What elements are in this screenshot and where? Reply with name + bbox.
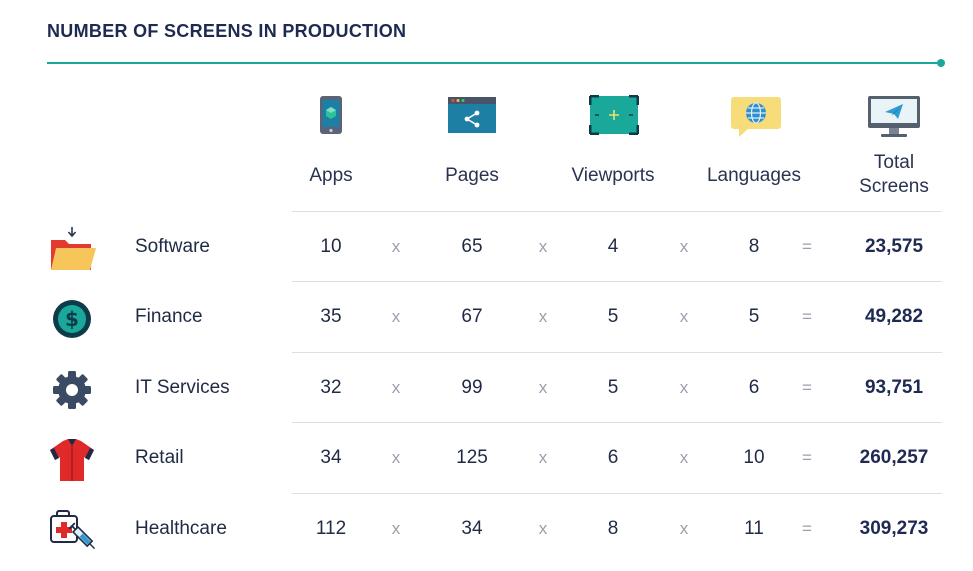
viewport-frame-icon: [589, 95, 639, 135]
times-operator: x: [538, 307, 548, 326]
table-row-healthcare: Healthcare 112 x 34 x 8 x 11 = 309,273: [0, 496, 973, 566]
cell-viewports: 6: [607, 447, 619, 468]
cell-total-screens: 260,257: [859, 447, 929, 468]
web-page-share-icon: [448, 97, 496, 133]
times-operator: x: [391, 378, 401, 397]
cell-viewports: 5: [607, 306, 619, 327]
cell-languages: 8: [748, 236, 760, 257]
cell-apps: 112: [315, 518, 347, 539]
table-row-retail: Retail 34 x 125 x 6 x 10 = 260,257: [0, 425, 973, 495]
times-operator: x: [538, 519, 548, 538]
times-operator: x: [679, 307, 689, 326]
times-operator: x: [679, 378, 689, 397]
shirt-icon: [50, 439, 94, 481]
equals-operator: =: [802, 237, 812, 256]
medical-kit-syringe-icon: [50, 510, 96, 550]
row-label: IT Services: [135, 377, 230, 398]
cell-pages: 125: [456, 447, 488, 468]
column-header-total-screens: Total Screens: [824, 151, 964, 199]
column-header-languages: Languages: [706, 165, 802, 186]
cell-apps: 35: [320, 306, 342, 327]
times-operator: x: [679, 237, 689, 256]
gear-icon: [53, 371, 91, 409]
page-title: NUMBER OF SCREENS IN PRODUCTION: [47, 21, 407, 41]
cell-pages: 34: [461, 518, 483, 539]
cell-languages: 5: [748, 306, 760, 327]
equals-operator: =: [802, 519, 812, 538]
cell-total-screens: 23,575: [864, 236, 924, 257]
row-label: Healthcare: [135, 518, 227, 539]
cell-languages: 6: [748, 377, 760, 398]
row-divider: [292, 352, 942, 353]
cell-viewports: 8: [607, 518, 619, 539]
cell-total-screens: 93,751: [864, 377, 924, 398]
times-operator: x: [538, 378, 548, 397]
column-header-total-line2: Screens: [859, 176, 929, 197]
table-row-it-services: IT Services 32 x 99 x 5 x 6 = 93,751: [0, 355, 973, 425]
cell-total-screens: 309,273: [859, 518, 929, 539]
table-row-finance: $ Finance 35 x 67 x 5 x 5 = 49,282: [0, 284, 973, 354]
monitor-paper-plane-icon: [868, 96, 920, 137]
title-underline-dot: [937, 59, 945, 67]
row-divider: [292, 493, 942, 494]
equals-operator: =: [802, 448, 812, 467]
times-operator: x: [679, 519, 689, 538]
cell-pages: 65: [461, 236, 483, 257]
times-operator: x: [391, 448, 401, 467]
row-label: Finance: [135, 306, 203, 327]
times-operator: x: [538, 237, 548, 256]
column-header-viewports: Viewports: [571, 165, 655, 186]
times-operator: x: [391, 237, 401, 256]
row-label: Retail: [135, 447, 184, 468]
mobile-phone-icon: [320, 96, 342, 134]
cell-apps: 10: [320, 236, 342, 257]
cell-apps: 34: [320, 447, 342, 468]
title-underline: [47, 62, 940, 64]
times-operator: x: [391, 519, 401, 538]
folder-icon: [51, 227, 96, 270]
row-divider: [292, 211, 942, 212]
row-label: Software: [135, 236, 210, 257]
cell-apps: 32: [320, 377, 342, 398]
globe-speech-bubble-icon: [731, 97, 781, 137]
cell-languages: 10: [743, 447, 765, 468]
cell-pages: 67: [461, 306, 483, 327]
dollar-coin-icon: $: [53, 300, 91, 338]
svg-text:$: $: [65, 307, 79, 331]
table-row-software: Software 10 x 65 x 4 x 8 = 23,575: [0, 214, 973, 284]
row-divider: [292, 422, 942, 423]
column-header-pages: Pages: [445, 165, 499, 186]
cell-total-screens: 49,282: [864, 306, 924, 327]
equals-operator: =: [802, 307, 812, 326]
times-operator: x: [679, 448, 689, 467]
cell-languages: 11: [744, 518, 764, 539]
times-operator: x: [391, 307, 401, 326]
column-header-total-line1: Total: [873, 152, 915, 173]
cell-viewports: 5: [607, 377, 619, 398]
row-divider: [292, 281, 942, 282]
column-header-apps: Apps: [309, 165, 353, 186]
times-operator: x: [538, 448, 548, 467]
cell-pages: 99: [461, 377, 483, 398]
equals-operator: =: [802, 378, 812, 397]
cell-viewports: 4: [607, 236, 619, 257]
